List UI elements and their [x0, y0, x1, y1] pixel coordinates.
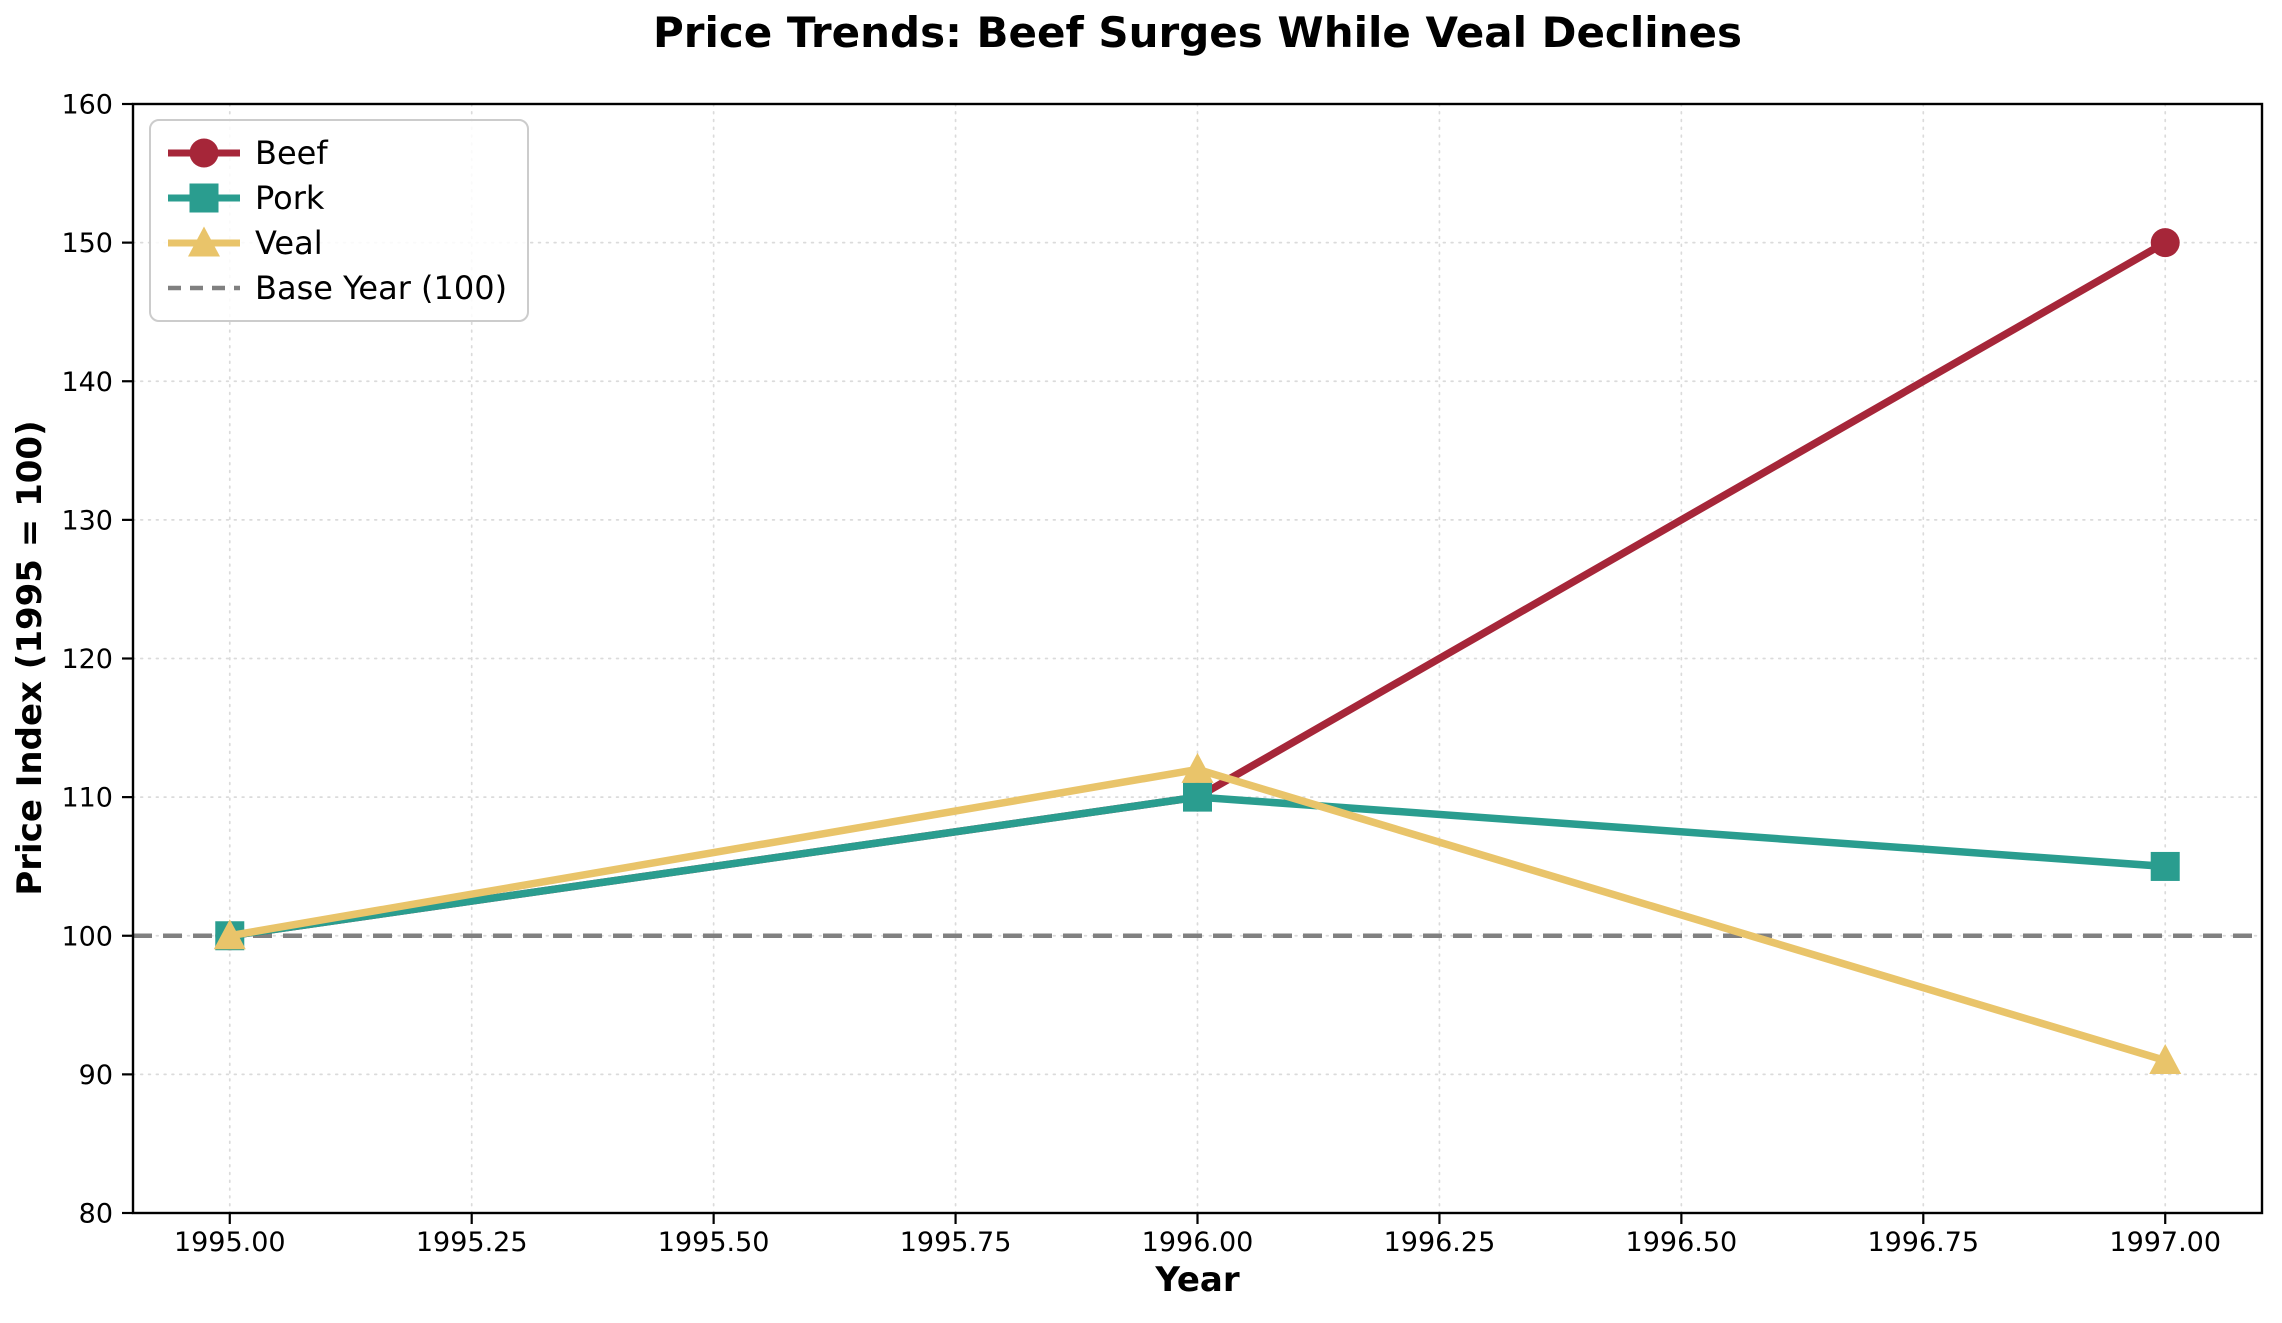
legend-swatch-marker: [189, 138, 219, 168]
y-tick-label: 90: [79, 1060, 113, 1091]
legend: Beef Pork Veal Base Year (100): [149, 119, 529, 322]
marker-pork-1997: [2150, 851, 2180, 881]
legend-label: Veal: [255, 223, 323, 262]
marker-veal-1996: [1181, 752, 1214, 783]
y-tick-label: 80: [79, 1199, 113, 1230]
legend-label: Beef: [255, 134, 328, 173]
x-tick-label: 1995.25: [416, 1227, 528, 1258]
legend-label: Pork: [255, 179, 325, 218]
legend-swatch-marker: [188, 226, 220, 257]
y-tick-label: 130: [61, 505, 113, 536]
legend-item-beef: Beef: [165, 134, 513, 172]
x-tick-label: 1996.75: [1867, 1227, 1979, 1258]
y-tick-label: 100: [61, 921, 113, 952]
circle-legend-swatch-icon: [168, 138, 240, 168]
x-axis-label: Year: [1155, 1260, 1240, 1300]
y-tick-label: 140: [61, 367, 113, 398]
y-axis-label: Price Index (1995 = 100): [10, 420, 50, 896]
triangle-legend-swatch-icon: [168, 226, 240, 257]
x-tick-label: 1995.75: [900, 1227, 1012, 1258]
marker-beef-1997: [2150, 228, 2180, 258]
marker-veal-1995: [213, 919, 246, 950]
x-tick-label: 1996.00: [1142, 1227, 1254, 1258]
x-tick-label: 1995.50: [658, 1227, 770, 1258]
legend-item-veal: Veal: [165, 224, 513, 262]
legend-label: Base Year (100): [255, 268, 508, 307]
y-tick-label: 160: [61, 90, 113, 121]
y-tick-label: 150: [61, 228, 113, 259]
legend-item-pork: Pork: [165, 179, 513, 217]
y-tick-label: 120: [61, 644, 113, 675]
x-tick-label: 1995.00: [174, 1227, 286, 1258]
y-tick-label: 110: [61, 783, 113, 814]
marker-veal-1997: [2149, 1044, 2182, 1075]
marker-pork-1996: [1183, 782, 1212, 812]
x-tick-label: 1996.50: [1626, 1227, 1738, 1258]
x-tick-label: 1997.00: [2109, 1227, 2221, 1258]
x-tick-label: 1996.25: [1384, 1227, 1496, 1258]
dashed-line-legend-swatch-icon: [168, 285, 240, 290]
chart-title: Price Trends: Beef Surges While Veal Dec…: [652, 8, 1743, 57]
legend-item-base-year-100-: Base Year (100): [165, 269, 513, 307]
square-legend-swatch-icon: [168, 183, 240, 213]
legend-swatch-marker: [189, 183, 219, 213]
